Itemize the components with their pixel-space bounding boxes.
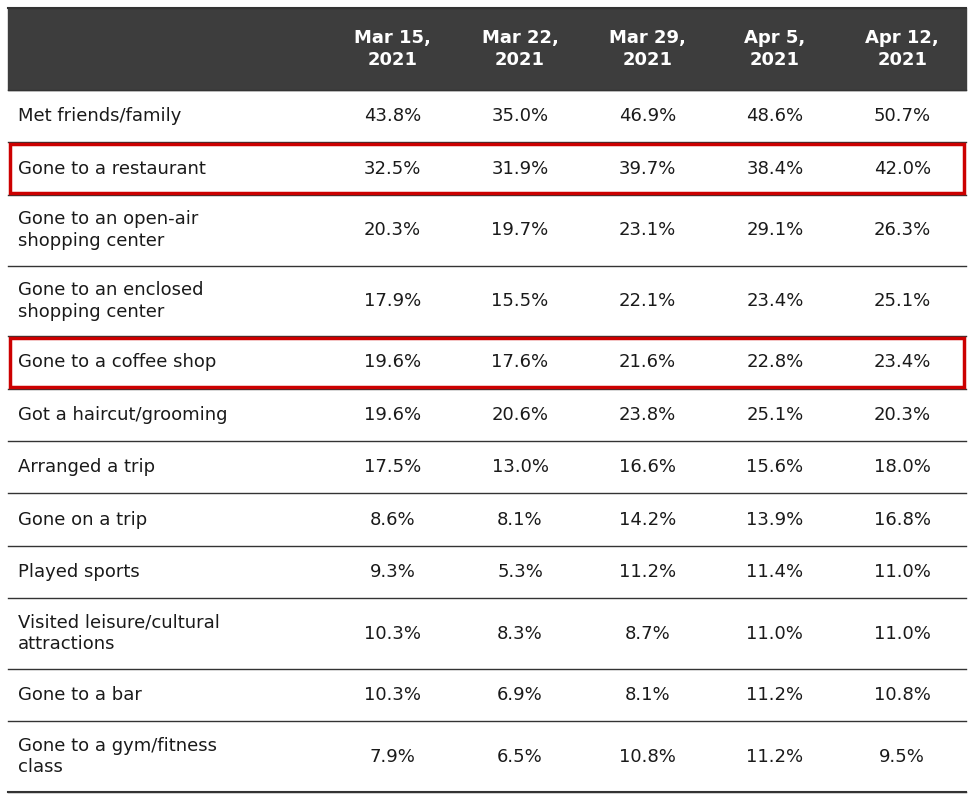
Text: Gone to an open-air
shopping center: Gone to an open-air shopping center bbox=[18, 210, 199, 250]
Text: 43.8%: 43.8% bbox=[364, 107, 422, 126]
Text: Played sports: Played sports bbox=[18, 563, 139, 581]
Text: 11.2%: 11.2% bbox=[618, 563, 676, 581]
Text: Arranged a trip: Arranged a trip bbox=[18, 458, 155, 476]
Text: 22.1%: 22.1% bbox=[618, 292, 676, 310]
Text: 18.0%: 18.0% bbox=[874, 458, 931, 476]
Text: 32.5%: 32.5% bbox=[364, 160, 422, 178]
Text: Gone to a bar: Gone to a bar bbox=[18, 686, 142, 704]
Text: 6.9%: 6.9% bbox=[497, 686, 543, 704]
Text: 19.7%: 19.7% bbox=[492, 222, 548, 239]
Text: 8.1%: 8.1% bbox=[498, 510, 543, 529]
Text: 25.1%: 25.1% bbox=[874, 292, 931, 310]
Text: 10.8%: 10.8% bbox=[619, 748, 676, 766]
Text: Mar 15,
2021: Mar 15, 2021 bbox=[355, 30, 431, 69]
Text: 21.6%: 21.6% bbox=[618, 354, 676, 371]
Text: Gone to a coffee shop: Gone to a coffee shop bbox=[18, 354, 216, 371]
Text: 20.6%: 20.6% bbox=[492, 406, 548, 424]
Text: 10.3%: 10.3% bbox=[364, 625, 421, 642]
Text: 10.3%: 10.3% bbox=[364, 686, 421, 704]
Text: 50.7%: 50.7% bbox=[874, 107, 931, 126]
Text: 38.4%: 38.4% bbox=[746, 160, 804, 178]
Text: 10.8%: 10.8% bbox=[874, 686, 931, 704]
Text: 26.3%: 26.3% bbox=[874, 222, 931, 239]
Text: 19.6%: 19.6% bbox=[364, 354, 421, 371]
Text: 23.1%: 23.1% bbox=[618, 222, 676, 239]
Text: Apr 12,
2021: Apr 12, 2021 bbox=[866, 30, 939, 69]
Bar bbox=[10, 338, 964, 386]
Text: 31.9%: 31.9% bbox=[492, 160, 548, 178]
Text: 11.0%: 11.0% bbox=[874, 563, 931, 581]
Text: 17.9%: 17.9% bbox=[364, 292, 422, 310]
Text: Met friends/family: Met friends/family bbox=[18, 107, 181, 126]
Text: 14.2%: 14.2% bbox=[618, 510, 676, 529]
Text: Gone to an enclosed
shopping center: Gone to an enclosed shopping center bbox=[18, 281, 204, 321]
Text: 13.9%: 13.9% bbox=[746, 510, 804, 529]
Text: Got a haircut/grooming: Got a haircut/grooming bbox=[18, 406, 228, 424]
Text: 11.4%: 11.4% bbox=[746, 563, 804, 581]
Text: 11.2%: 11.2% bbox=[746, 686, 804, 704]
Text: Gone to a gym/fitness
class: Gone to a gym/fitness class bbox=[18, 737, 217, 777]
Text: 25.1%: 25.1% bbox=[746, 406, 804, 424]
Text: Gone on a trip: Gone on a trip bbox=[18, 510, 147, 529]
Text: 23.4%: 23.4% bbox=[874, 354, 931, 371]
Text: 9.5%: 9.5% bbox=[880, 748, 925, 766]
Text: 22.8%: 22.8% bbox=[746, 354, 804, 371]
Text: 42.0%: 42.0% bbox=[874, 160, 931, 178]
Text: 19.6%: 19.6% bbox=[364, 406, 421, 424]
Text: 13.0%: 13.0% bbox=[492, 458, 548, 476]
Text: Gone to a restaurant: Gone to a restaurant bbox=[18, 160, 206, 178]
Text: 9.3%: 9.3% bbox=[370, 563, 416, 581]
Text: 7.9%: 7.9% bbox=[370, 748, 416, 766]
Text: 39.7%: 39.7% bbox=[618, 160, 676, 178]
Text: 11.2%: 11.2% bbox=[746, 748, 804, 766]
Text: 15.5%: 15.5% bbox=[492, 292, 548, 310]
Text: 48.6%: 48.6% bbox=[746, 107, 804, 126]
Text: 23.4%: 23.4% bbox=[746, 292, 804, 310]
Text: 23.8%: 23.8% bbox=[618, 406, 676, 424]
Text: 17.5%: 17.5% bbox=[364, 458, 422, 476]
Text: Apr 5,
2021: Apr 5, 2021 bbox=[744, 30, 805, 69]
Bar bbox=[10, 145, 964, 193]
Text: 8.3%: 8.3% bbox=[497, 625, 543, 642]
Text: 20.3%: 20.3% bbox=[364, 222, 421, 239]
Text: 29.1%: 29.1% bbox=[746, 222, 804, 239]
Text: 11.0%: 11.0% bbox=[874, 625, 931, 642]
Text: 16.8%: 16.8% bbox=[874, 510, 931, 529]
Text: 20.3%: 20.3% bbox=[874, 406, 931, 424]
Text: 11.0%: 11.0% bbox=[746, 625, 804, 642]
Text: Mar 29,
2021: Mar 29, 2021 bbox=[609, 30, 686, 69]
Text: 17.6%: 17.6% bbox=[492, 354, 548, 371]
Text: 6.5%: 6.5% bbox=[497, 748, 543, 766]
Text: 15.6%: 15.6% bbox=[746, 458, 804, 476]
Text: 5.3%: 5.3% bbox=[497, 563, 543, 581]
Text: Mar 22,
2021: Mar 22, 2021 bbox=[481, 30, 558, 69]
Text: Visited leisure/cultural
attractions: Visited leisure/cultural attractions bbox=[18, 614, 220, 654]
Text: 8.1%: 8.1% bbox=[624, 686, 670, 704]
Text: 8.6%: 8.6% bbox=[370, 510, 416, 529]
Text: 8.7%: 8.7% bbox=[624, 625, 670, 642]
Text: 46.9%: 46.9% bbox=[618, 107, 676, 126]
Text: 16.6%: 16.6% bbox=[618, 458, 676, 476]
Text: 35.0%: 35.0% bbox=[492, 107, 548, 126]
